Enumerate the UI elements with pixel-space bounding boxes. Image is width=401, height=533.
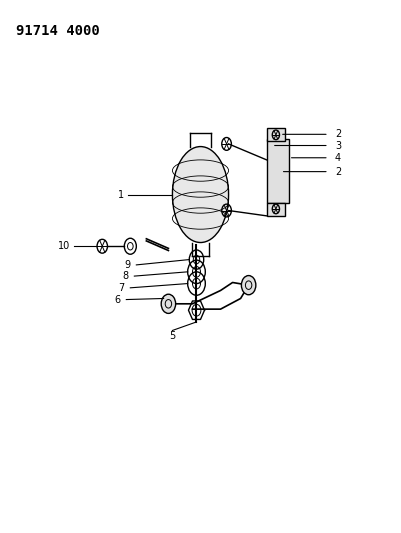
Text: 2: 2 <box>335 167 341 176</box>
Text: 3: 3 <box>335 141 341 150</box>
Text: 2: 2 <box>335 130 341 139</box>
Ellipse shape <box>172 147 229 243</box>
FancyBboxPatch shape <box>267 139 289 203</box>
Circle shape <box>161 294 176 313</box>
Text: 1: 1 <box>118 190 124 199</box>
Text: 91714 4000: 91714 4000 <box>16 24 100 38</box>
Circle shape <box>241 276 256 295</box>
Text: 6: 6 <box>114 295 120 304</box>
Text: 5: 5 <box>169 331 176 341</box>
Text: 10: 10 <box>58 241 70 251</box>
Text: 9: 9 <box>124 260 130 270</box>
Text: 4: 4 <box>335 153 341 163</box>
Text: 8: 8 <box>122 271 128 281</box>
FancyBboxPatch shape <box>267 203 285 216</box>
FancyBboxPatch shape <box>267 128 285 141</box>
Text: 7: 7 <box>118 283 124 293</box>
